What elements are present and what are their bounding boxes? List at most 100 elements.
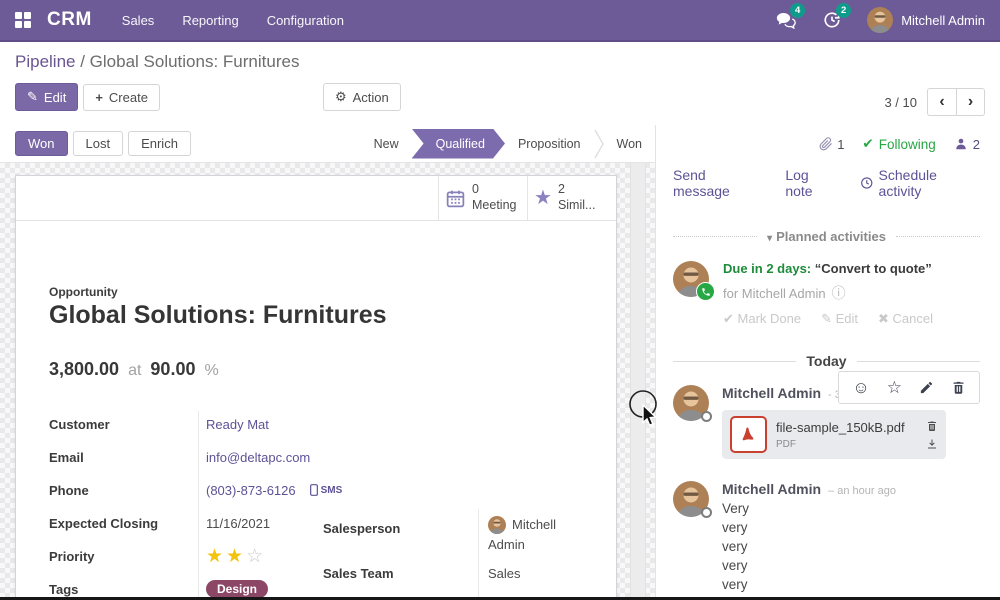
create-button[interactable]: + Create bbox=[83, 83, 160, 111]
send-message-button[interactable]: Send message bbox=[673, 167, 730, 199]
activity-cancel-button[interactable]: ✖ Cancel bbox=[878, 311, 933, 326]
message-body: Very very very very very bbox=[722, 501, 750, 592]
record-type-label: Opportunity bbox=[49, 285, 118, 299]
chat-bubbles-icon bbox=[777, 12, 797, 29]
tag-design[interactable]: Design bbox=[206, 580, 269, 598]
messages-icon[interactable]: 4 bbox=[775, 3, 806, 30]
edit-message-icon[interactable] bbox=[919, 380, 934, 395]
salesperson-avatar bbox=[488, 516, 506, 534]
won-button[interactable]: Won bbox=[15, 131, 68, 156]
followers-button[interactable]: 2 bbox=[954, 137, 980, 152]
apps-menu-icon[interactable] bbox=[15, 12, 31, 28]
schedule-activity-button[interactable]: Schedule activity bbox=[860, 167, 980, 199]
breadcrumb-current: Global Solutions: Furnitures bbox=[89, 52, 300, 71]
activities-icon[interactable]: 2 bbox=[821, 3, 852, 30]
follow-row: 1 ✔ Following 2 bbox=[673, 136, 980, 152]
following-button[interactable]: ✔ Following bbox=[862, 136, 936, 152]
person-icon bbox=[956, 138, 966, 150]
control-buttons: ✎ Edit + Create ⚙ Action bbox=[15, 83, 985, 111]
priority-stars[interactable]: ★★☆ bbox=[206, 545, 267, 567]
pager-count: 3 / 10 bbox=[884, 94, 917, 110]
pager-next-button[interactable]: › bbox=[956, 88, 985, 116]
vertical-scrollbar[interactable] bbox=[630, 163, 646, 600]
salesperson-value[interactable]: Mitchell Admin bbox=[488, 516, 557, 552]
menu-sales[interactable]: Sales bbox=[121, 12, 155, 28]
enrich-button[interactable]: Enrich bbox=[128, 131, 191, 156]
email-label: Email bbox=[49, 449, 84, 465]
activity-edit-button[interactable]: ✎ Edit bbox=[821, 311, 858, 326]
delete-message-icon[interactable] bbox=[951, 380, 966, 395]
menu-configuration[interactable]: Configuration bbox=[266, 12, 345, 28]
stage-new[interactable]: New bbox=[373, 136, 399, 151]
edit-button[interactable]: ✎ Edit bbox=[15, 83, 79, 111]
content-area: Won Lost Enrich New Qualified Propositio… bbox=[0, 125, 1000, 600]
stage-separator-icon bbox=[593, 129, 604, 158]
customer-value[interactable]: Ready Mat bbox=[206, 416, 269, 432]
check-icon: ✔ bbox=[862, 136, 874, 151]
activity-due: Due in 2 days: bbox=[723, 261, 812, 276]
add-reaction-icon[interactable]: ☺ bbox=[852, 378, 870, 397]
planned-activities-divider: ▾ Planned activities bbox=[673, 229, 981, 244]
plus-icon: + bbox=[95, 89, 103, 105]
meeting-stat-button[interactable]: 0 Meeting bbox=[438, 176, 527, 220]
sms-button[interactable]: SMS bbox=[309, 484, 342, 496]
chevron-right-icon: › bbox=[967, 93, 974, 110]
main-menu: Sales Reporting Configuration bbox=[122, 13, 344, 28]
message-author[interactable]: Mitchell Admin bbox=[722, 385, 822, 401]
opportunity-title: Global Solutions: Furnitures bbox=[49, 301, 387, 329]
pager: 3 / 10 ‹ › bbox=[884, 88, 985, 116]
download-attachment-icon[interactable] bbox=[926, 438, 938, 450]
activity-assignee: for Mitchell Admin bbox=[723, 285, 826, 301]
attachments-button[interactable]: 1 bbox=[819, 137, 844, 152]
message-hover-toolbar: ☺ ☆ bbox=[838, 371, 980, 404]
field-separator bbox=[198, 411, 199, 600]
log-note-button[interactable]: Log note bbox=[785, 167, 813, 199]
attachment-card[interactable]: file-sample_150kB.pdf PDF bbox=[722, 410, 946, 459]
activities-badge: 2 bbox=[836, 3, 852, 18]
gear-icon: ⚙ bbox=[334, 89, 347, 104]
lost-button[interactable]: Lost bbox=[72, 131, 124, 156]
top-navbar: CRM Sales Reporting Configuration 4 2 bbox=[0, 0, 1000, 42]
email-value[interactable]: info@deltapc.com bbox=[206, 449, 311, 465]
stage-proposition[interactable]: Proposition bbox=[517, 136, 581, 151]
customer-label: Customer bbox=[49, 416, 110, 432]
pager-previous-button[interactable]: ‹ bbox=[927, 88, 956, 116]
menu-reporting[interactable]: Reporting bbox=[182, 12, 239, 28]
phone-value[interactable]: (803)-873-6126 bbox=[206, 482, 296, 498]
today-divider: Today bbox=[673, 353, 981, 369]
stage-won[interactable]: Won bbox=[616, 136, 642, 151]
breadcrumb-pipeline[interactable]: Pipeline bbox=[15, 52, 76, 71]
delete-attachment-icon[interactable] bbox=[926, 420, 938, 432]
opportunity-card: 0 Meeting ★ 2 Simil... bbox=[15, 175, 617, 600]
app-name[interactable]: CRM bbox=[47, 9, 92, 30]
calendar-icon bbox=[446, 190, 465, 207]
breadcrumb-separator: / bbox=[75, 52, 90, 71]
chevron-left-icon: ‹ bbox=[939, 93, 945, 110]
message-item: Mitchell Admin – an hour ago Very very v… bbox=[673, 481, 980, 594]
chatter-panel: 1 ✔ Following 2 Send message Log note Sc… bbox=[655, 125, 1000, 600]
user-menu[interactable]: Mitchell Admin bbox=[867, 7, 985, 33]
info-icon: ⓘ bbox=[831, 285, 846, 301]
attachment-type: PDF bbox=[776, 439, 796, 450]
control-panel: Pipeline / Global Solutions: Furnitures … bbox=[0, 42, 1000, 125]
mark-done-button[interactable]: ✔ Mark Done bbox=[723, 311, 802, 326]
message-time: – an hour ago bbox=[828, 485, 896, 497]
mobile-phone-icon bbox=[309, 484, 318, 496]
tags-label: Tags bbox=[49, 581, 79, 597]
online-status-icon bbox=[701, 411, 712, 422]
salesperson-label: Salesperson bbox=[323, 520, 401, 536]
meeting-count: 0 bbox=[472, 182, 479, 197]
similar-stat-button[interactable]: ★ 2 Simil... bbox=[527, 176, 616, 220]
similar-label: Simil... bbox=[557, 198, 596, 212]
planned-activities-toggle[interactable]: ▾ Planned activities bbox=[767, 229, 886, 244]
sales-team-value[interactable]: Sales bbox=[488, 565, 521, 581]
expected-closing-value[interactable]: 11/16/2021 bbox=[206, 515, 271, 531]
phone-icon bbox=[701, 287, 710, 296]
action-button[interactable]: ⚙ Action bbox=[322, 83, 401, 111]
stage-qualified[interactable]: Qualified bbox=[412, 129, 505, 159]
navbar-right: 4 2 Mitchell Admin bbox=[775, 3, 985, 33]
star-toggle-icon[interactable]: ☆ bbox=[886, 378, 902, 397]
message-author[interactable]: Mitchell Admin bbox=[722, 481, 822, 497]
message-avatar bbox=[673, 385, 712, 422]
